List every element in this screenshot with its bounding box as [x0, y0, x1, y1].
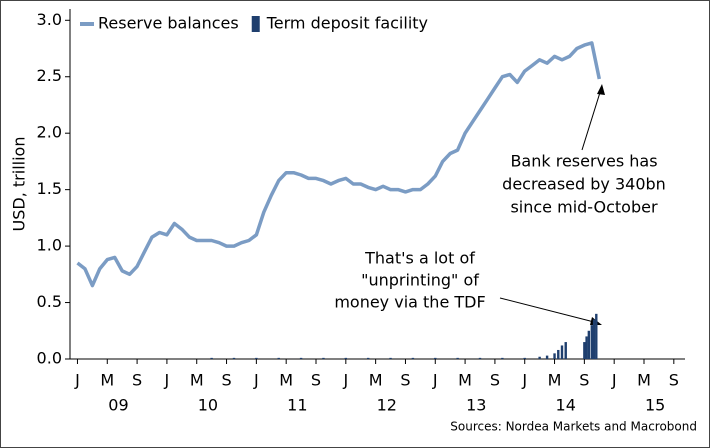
y-axis-label: USD, trillion	[10, 137, 29, 232]
bar	[277, 357, 280, 359]
annotation-line: That's a lot of	[364, 249, 475, 268]
bar	[523, 357, 526, 359]
x-tick-label: J	[611, 371, 617, 390]
arrow-head	[597, 84, 605, 95]
bar	[255, 357, 258, 359]
bar	[557, 349, 560, 359]
x-tick-label: M	[458, 371, 472, 390]
bar	[560, 345, 564, 359]
bar	[501, 357, 504, 359]
bar	[434, 357, 437, 359]
y-tick-label: 2.5	[37, 66, 62, 85]
arrow	[581, 85, 603, 151]
x-tick-label: J	[342, 371, 348, 390]
year-label: 12	[377, 396, 397, 415]
bar	[538, 356, 541, 359]
x-tick-label: J	[521, 371, 527, 390]
annotation-line: Bank reserves has	[510, 152, 657, 171]
x-tick-label: M	[637, 371, 651, 390]
bar	[590, 325, 594, 359]
bar	[299, 357, 303, 359]
y-tick-label: 0.0	[37, 349, 62, 368]
bar	[592, 319, 596, 359]
bar	[411, 357, 415, 359]
x-tick-label: S	[400, 371, 410, 390]
bar	[583, 342, 586, 359]
annotation-line: "unprinting" of	[361, 271, 479, 290]
x-tick-label: S	[311, 371, 321, 390]
annotation-2: That's a lot of "unprinting" of money vi…	[334, 249, 602, 325]
bar	[478, 357, 482, 359]
x-tick-label: M	[279, 371, 293, 390]
x-tick-label: M	[190, 371, 204, 390]
year-label: 13	[466, 396, 486, 415]
x-tick-label: J	[164, 371, 170, 390]
bar	[322, 357, 325, 359]
y-tick-label: 1.0	[37, 236, 62, 255]
bar	[366, 357, 370, 359]
x-tick-label: J	[432, 371, 438, 390]
legend-label: Reserve balances	[98, 14, 239, 33]
x-tick-label: S	[132, 371, 142, 390]
x-tick-label: M	[548, 371, 562, 390]
bar	[595, 313, 598, 359]
source: Sources: Nordea Markets and Macrobond	[450, 420, 697, 434]
bar	[232, 357, 236, 359]
bar	[564, 342, 567, 359]
year-label: 09	[108, 396, 128, 415]
x-tick-label: S	[669, 371, 679, 390]
legend-swatch	[251, 16, 260, 32]
bar	[456, 357, 459, 359]
x-tick-label: S	[579, 371, 589, 390]
x-tick-label: J	[74, 371, 80, 390]
x-tick-label: J	[253, 371, 259, 390]
y-tick-label: 3.0	[37, 10, 62, 29]
bar	[344, 357, 348, 359]
arrow	[499, 297, 599, 324]
annotation-1: Bank reserves has decreased by 340bn sin…	[502, 84, 666, 217]
bar	[585, 336, 588, 359]
x-tick-label: S	[221, 371, 231, 390]
year-label: 15	[645, 396, 665, 415]
y-tick-label: 1.5	[37, 179, 62, 198]
year-label: 14	[556, 396, 576, 415]
y-tick-label: 0.5	[37, 292, 62, 311]
x-tick-label: S	[490, 371, 500, 390]
y-tick-label: 2.0	[37, 123, 62, 142]
annotation-line: decreased by 340bn	[502, 175, 666, 194]
year-label: 11	[287, 396, 307, 415]
bar	[587, 330, 591, 359]
annotation-line: money via the TDF	[334, 293, 485, 312]
line	[76, 41, 602, 288]
legend-label: Term deposit facility	[266, 14, 428, 33]
x-tick-label: M	[369, 371, 383, 390]
annotation-line: since mid-October	[510, 198, 658, 217]
bar	[553, 353, 556, 359]
bar	[545, 355, 549, 359]
bar	[210, 357, 213, 359]
year-label: 10	[198, 396, 218, 415]
x-tick-label: M	[100, 371, 114, 390]
bar	[389, 357, 392, 359]
